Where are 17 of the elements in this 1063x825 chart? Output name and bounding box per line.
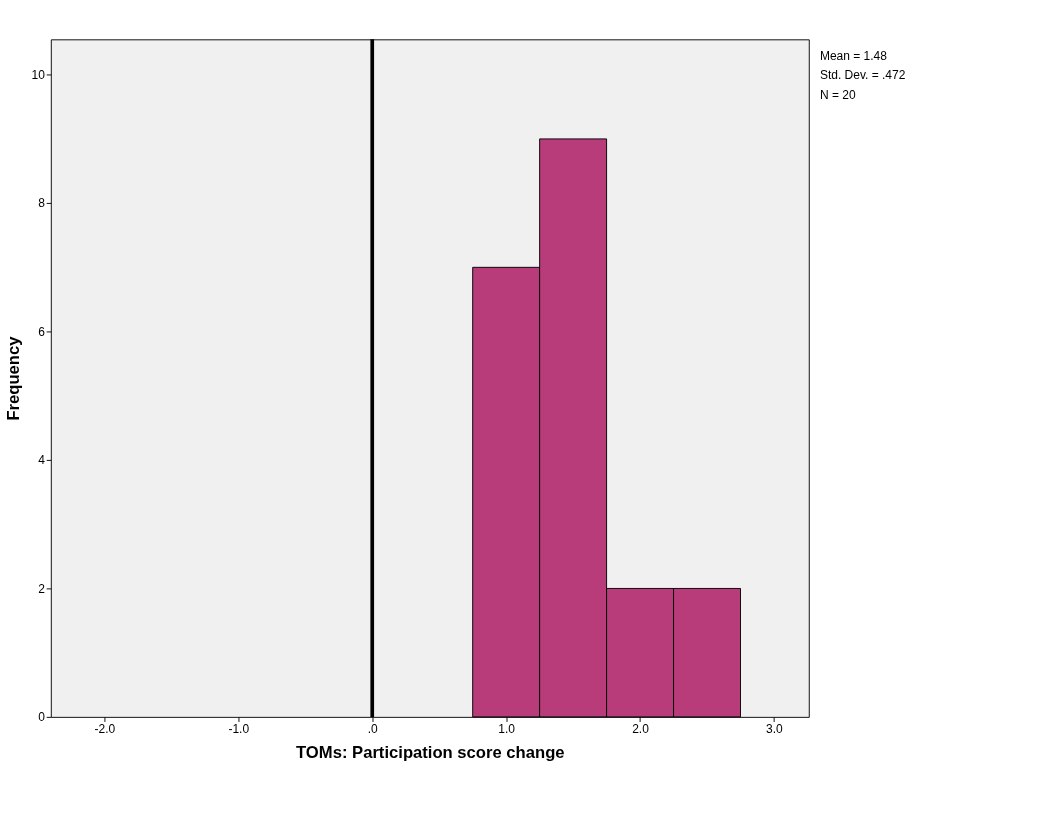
y-tick-label: 8 (38, 196, 46, 211)
y-tick-label: 6 (38, 324, 46, 339)
y-tick-label: 10 (31, 67, 46, 82)
text: N = 20 (819, 87, 856, 102)
x-tick-label: 1.0 (498, 722, 516, 737)
y-tick-label: 4 (38, 453, 46, 468)
y-tick-label: 0 (38, 710, 46, 725)
x-axis-title: TOMs: Participation score change (296, 743, 565, 763)
text: Mean = 1.48 (819, 48, 888, 63)
x-tick-label: .0 (367, 722, 379, 737)
text: Std. Dev. = .472 (819, 68, 906, 83)
x-tick-label: 2.0 (632, 722, 650, 737)
x-tick-label: -2.0 (94, 722, 116, 737)
y-tick-label: 2 (38, 581, 46, 596)
x-tick-label: -1.0 (228, 722, 250, 737)
y-axis-title: Frequency (3, 335, 23, 421)
x-tick-label: 3.0 (766, 722, 784, 737)
